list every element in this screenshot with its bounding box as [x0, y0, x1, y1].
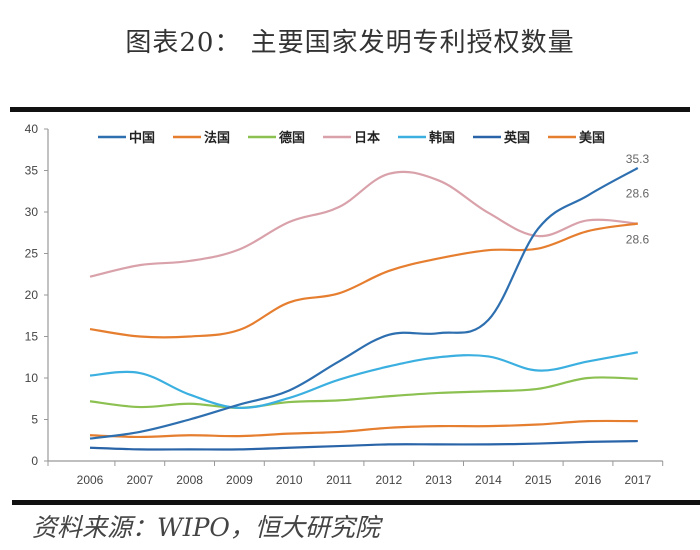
y-tick-label: 5 — [31, 413, 38, 427]
end-value-label: 35.3 — [626, 152, 650, 166]
x-tick-label: 2009 — [226, 473, 253, 487]
y-tick-label: 30 — [25, 205, 39, 219]
y-tick-label: 0 — [31, 454, 38, 468]
series-line-5 — [89, 351, 638, 409]
legend-label: 德国 — [279, 130, 305, 146]
y-tick-label: 25 — [25, 247, 39, 261]
legend-label: 韩国 — [429, 130, 455, 146]
end-value-label: 28.6 — [626, 233, 650, 247]
legend: 中国 法国 德国 日本 韩国 英国 美国 — [98, 130, 605, 146]
line-chart: 0 5 10 15 20 25 30 35 40 2006 2007 2008 2009 2010 2011… — [25, 122, 664, 487]
x-tick-label: 2017 — [624, 473, 651, 487]
series-line-1 — [89, 167, 639, 440]
legend-label: 日本 — [354, 130, 380, 146]
y-tick-label: 40 — [25, 122, 39, 136]
legend-label: 英国 — [503, 130, 530, 146]
chart-title: 图表20： 主要国家发明专利授权数量 — [125, 28, 575, 58]
x-tick-label: 2014 — [475, 473, 502, 487]
series-line-7 — [89, 419, 638, 439]
end-value-label: 28.6 — [626, 187, 650, 201]
axes: 0 5 10 15 20 25 30 35 40 2006 2007 2008 2009 2010 2011… — [25, 122, 664, 487]
y-tick-label: 15 — [25, 330, 39, 344]
bottom-divider — [12, 500, 700, 505]
x-tick-label: 2012 — [375, 473, 402, 487]
series-lines — [89, 167, 639, 451]
legend-label: 法国 — [204, 130, 230, 146]
x-tick-label: 2010 — [276, 473, 303, 487]
y-tick-label: 10 — [25, 371, 39, 385]
y-tick-label: 20 — [25, 288, 39, 302]
series-line-4 — [89, 170, 638, 278]
x-tick-label: 2006 — [77, 473, 104, 487]
x-tick-label: 2013 — [425, 473, 452, 487]
x-tick-label: 2008 — [176, 473, 203, 487]
series-line-2 — [89, 222, 638, 339]
series-line-6 — [89, 439, 638, 451]
legend-label: 美国 — [579, 130, 605, 146]
x-tick-label: 2011 — [326, 473, 352, 487]
x-tick-label: 2015 — [525, 473, 552, 487]
series-line-3 — [89, 376, 638, 409]
y-tick-label: 35 — [25, 164, 39, 178]
x-tick-label: 2016 — [575, 473, 602, 487]
top-divider — [10, 107, 690, 112]
legend-label: 中国 — [129, 130, 155, 146]
data-labels: 35.3 28.6 28.6 — [626, 152, 650, 247]
x-tick-label: 2007 — [126, 473, 153, 487]
source-note: 资料来源：WIPO，恒大研究院 — [32, 513, 380, 542]
